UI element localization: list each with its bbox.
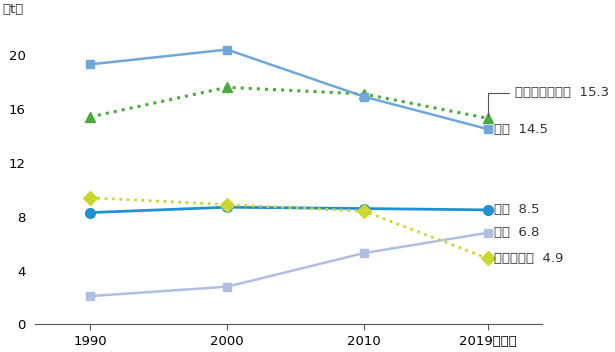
Text: デンマーク  4.9: デンマーク 4.9 [488,252,564,265]
Text: 中国  6.8: 中国 6.8 [488,226,540,239]
Text: 米国  14.5: 米国 14.5 [488,122,549,136]
Text: （t）: （t） [2,3,23,16]
Text: 日本  8.5: 日本 8.5 [488,203,540,216]
Text: オーストラリア  15.3: オーストラリア 15.3 [488,86,609,115]
